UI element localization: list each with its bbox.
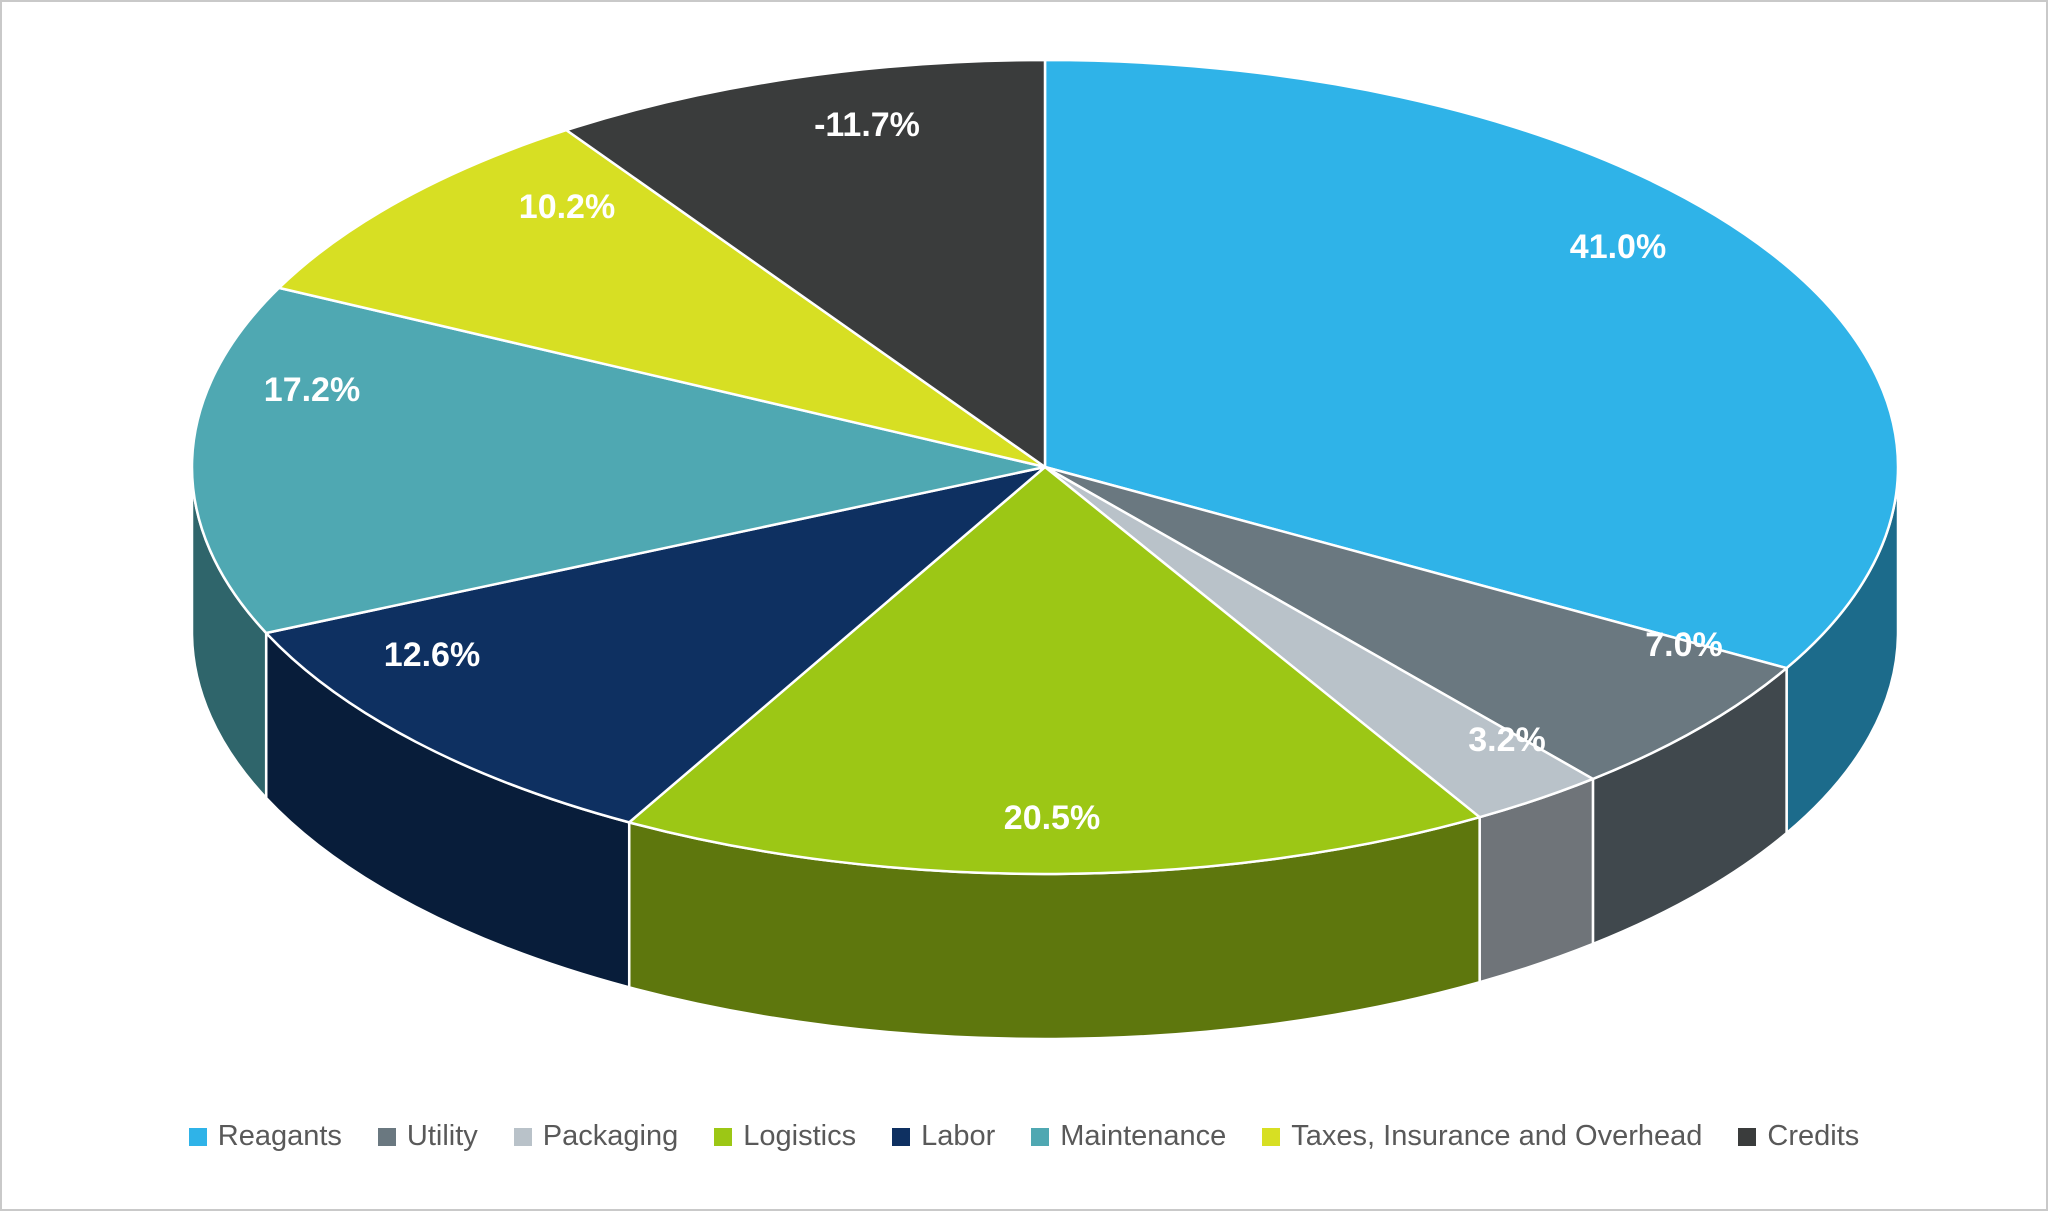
legend-swatch-taxes-insurance-and-overhead (1262, 1127, 1281, 1146)
pie-slice-utility (1043, 465, 1788, 781)
legend-item-credits: Credits (1738, 1122, 1859, 1151)
legend-item-packaging: Packaging (513, 1120, 679, 1152)
legend-item-logistics: Logistics (714, 1122, 856, 1151)
data-label-logistics: 20.5% (1004, 799, 1100, 837)
pie-slice-credits (565, 58, 1047, 469)
data-label-reagants: 41.0% (1570, 228, 1666, 266)
data-label-taxes-insurance-and-overhead: 10.2% (519, 188, 615, 226)
pie-slices (190, 58, 1900, 876)
legend-label-taxes-insurance-and-overhead: Taxes, Insurance and Overhead (1291, 1120, 1703, 1152)
pie-slice-reagants (1043, 58, 1900, 670)
data-label-maintenance: 17.2% (264, 371, 360, 409)
legend: Reagants Utility Packaging Logistics Labor Ma… (2, 1122, 2046, 1151)
legend-label-logistics: Logistics (743, 1120, 857, 1152)
legend-swatch-logistics (714, 1127, 733, 1146)
legend-label-labor: Labor (921, 1120, 996, 1152)
pie-slice-maintenance (190, 286, 1047, 635)
legend-swatch-utility (377, 1127, 396, 1146)
data-label-labor: 12.6% (384, 636, 480, 674)
legend-swatch-maintenance (1031, 1127, 1050, 1146)
legend-item-utility: Utility (377, 1120, 478, 1152)
legend-label-credits: Credits (1767, 1120, 1860, 1152)
legend-item-labor: Labor (892, 1122, 995, 1151)
pie-walls (190, 465, 1900, 1041)
legend-swatch-credits (1738, 1127, 1757, 1146)
legend-swatch-packaging (513, 1127, 532, 1146)
legend-swatch-labor (892, 1127, 911, 1146)
pie-slice-taxes-insurance-and-overhead (277, 128, 1047, 469)
pie-slice-labor (264, 465, 1047, 824)
legend-label-reagants: Reagants (217, 1120, 342, 1152)
legend-item-taxes-insurance-and-overhead: Taxes, Insurance and Overhead (1262, 1122, 1702, 1151)
legend-label-packaging: Packaging (542, 1120, 679, 1152)
legend-item-maintenance: Maintenance (1031, 1122, 1226, 1151)
pie-slice-logistics (627, 465, 1481, 876)
legend-item-reagants: Reagants (188, 1120, 342, 1152)
legend-swatch-reagants (188, 1127, 207, 1146)
pie-data-labels: 41.0% 7.0% 3.2% 20.5% 12.6% 17.2% 10.2% -11.7% (264, 106, 1723, 837)
data-label-utility: 7.0% (1645, 626, 1723, 664)
legend-label-utility: Utility (406, 1120, 478, 1152)
data-label-credits: -11.7% (814, 106, 920, 144)
legend-label-maintenance: Maintenance (1060, 1120, 1227, 1152)
data-label-packaging: 3.2% (1468, 721, 1546, 759)
